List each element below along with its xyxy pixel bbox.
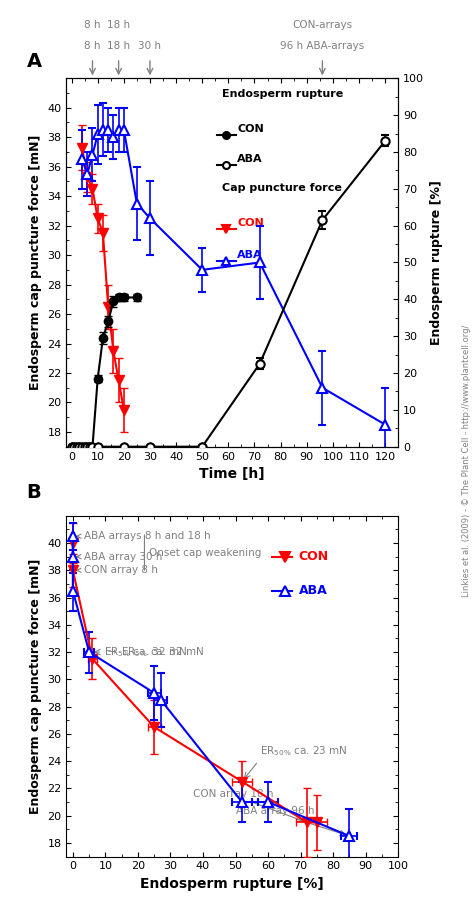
Text: Onset cap weakening: Onset cap weakening bbox=[149, 548, 262, 557]
Text: 96 h ABA-arrays: 96 h ABA-arrays bbox=[280, 41, 365, 51]
Text: ABA: ABA bbox=[237, 250, 263, 260]
Text: 8 h: 8 h bbox=[84, 41, 101, 51]
Text: 18 h: 18 h bbox=[107, 41, 130, 51]
X-axis label: Time [h]: Time [h] bbox=[200, 467, 265, 481]
Text: ER$_{50\%}$ ca. 23 mN: ER$_{50\%}$ ca. 23 mN bbox=[260, 744, 347, 758]
Text: Linkies et al. (2009) - © The Plant Cell - http://www.plantcell.org/: Linkies et al. (2009) - © The Plant Cell… bbox=[463, 324, 471, 597]
Text: 8 h: 8 h bbox=[84, 20, 101, 30]
Y-axis label: Endosperm cap puncture force [mN]: Endosperm cap puncture force [mN] bbox=[29, 134, 42, 391]
Text: ABA: ABA bbox=[299, 584, 328, 597]
Text: Endosperm rupture: Endosperm rupture bbox=[222, 89, 344, 99]
Text: CON: CON bbox=[299, 550, 329, 563]
Y-axis label: Endosperm cap puncture force [mN]: Endosperm cap puncture force [mN] bbox=[29, 558, 42, 814]
Text: Cap puncture force: Cap puncture force bbox=[222, 183, 342, 193]
Text: 18 h: 18 h bbox=[107, 20, 130, 30]
Y-axis label: Endosperm rupture [%]: Endosperm rupture [%] bbox=[429, 180, 443, 345]
Text: ABA array 96 h: ABA array 96 h bbox=[236, 806, 314, 816]
X-axis label: Endosperm rupture [%]: Endosperm rupture [%] bbox=[140, 877, 324, 891]
Text: ABA arrays 8 h and 18 h: ABA arrays 8 h and 18 h bbox=[77, 531, 211, 542]
Text: A: A bbox=[27, 52, 42, 71]
Text: ER$_{5\%}$ ca. 32 mN: ER$_{5\%}$ ca. 32 mN bbox=[104, 646, 187, 659]
Text: 30 h: 30 h bbox=[138, 41, 162, 51]
Text: CON array 18 h: CON array 18 h bbox=[193, 789, 273, 799]
Text: ABA array 30 h: ABA array 30 h bbox=[77, 552, 163, 562]
Text: CON: CON bbox=[237, 218, 264, 228]
Text: B: B bbox=[27, 484, 41, 502]
Text: CON array 8 h: CON array 8 h bbox=[77, 565, 158, 576]
Text: CON: CON bbox=[237, 124, 264, 134]
Text: CON-arrays: CON-arrays bbox=[292, 20, 353, 30]
Text: ABA: ABA bbox=[237, 154, 263, 164]
Text: $\rightarrow$ ER$_{5\%}$ ca. 32 mN: $\rightarrow$ ER$_{5\%}$ ca. 32 mN bbox=[105, 646, 204, 659]
